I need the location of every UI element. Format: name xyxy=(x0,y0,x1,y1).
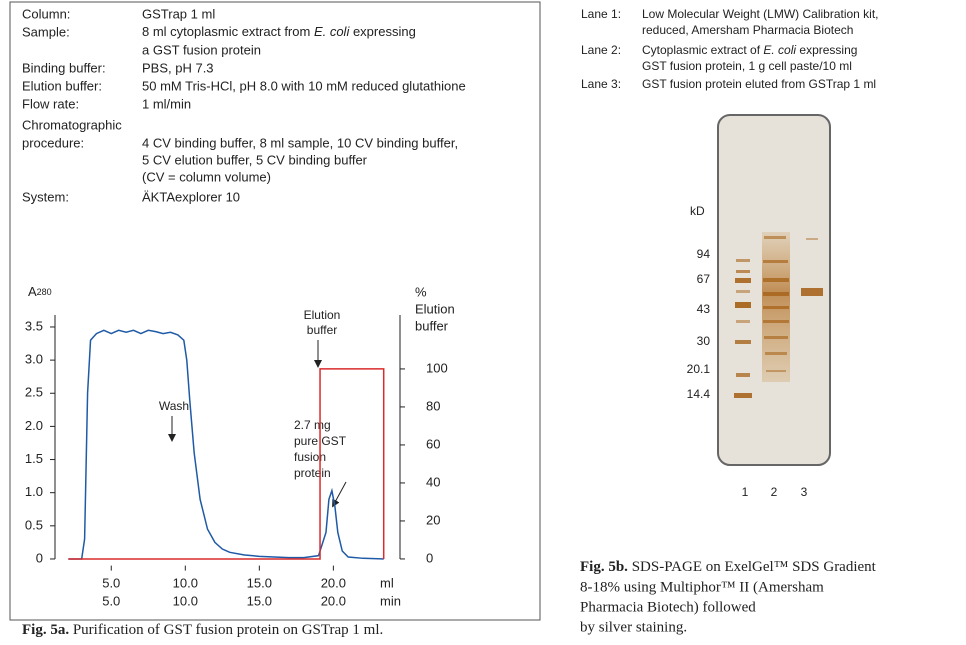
lane-label: Lane 2: xyxy=(581,43,621,57)
annotation: Elution xyxy=(304,308,341,322)
data-line xyxy=(68,369,383,559)
param-label: procedure: xyxy=(22,135,84,150)
y2-axis-label: Elution xyxy=(415,301,455,316)
lane-list: Lane 1: Low Molecular Weight (LMW) Calib… xyxy=(581,7,879,91)
param-value: (CV = column volume) xyxy=(142,169,271,184)
text: E. coli xyxy=(763,43,796,57)
y2-tick-label: 20 xyxy=(426,512,440,527)
param-value: ÄKTAexplorer 10 xyxy=(142,189,240,204)
chromatogram: A280 % Elution buffer ml min Elution buf… xyxy=(25,284,455,608)
marker-label: 67 xyxy=(697,272,711,286)
param-label: System: xyxy=(22,189,69,204)
y-tick-label: 0.5 xyxy=(25,517,43,532)
x-tick-label: 5.0 xyxy=(102,575,120,590)
param-label: Elution buffer: xyxy=(22,78,102,93)
param-value: GSTrap 1 ml xyxy=(142,6,215,21)
param-label: Sample: xyxy=(22,24,70,39)
text: E. coli xyxy=(314,24,351,39)
text: SDS-PAGE on ExelGel™ SDS Gradient xyxy=(628,559,877,575)
page: Column: GSTrap 1 ml Sample: 8 ml cytopla… xyxy=(0,0,966,645)
annotation: fusion xyxy=(294,450,326,464)
arrow xyxy=(334,482,346,504)
x-tick-label: 10.0 xyxy=(173,575,198,590)
lane-text: Low Molecular Weight (LMW) Calibration k… xyxy=(642,7,879,21)
text: expressing xyxy=(796,43,857,57)
param-label: Column: xyxy=(22,6,70,21)
annotation: buffer xyxy=(307,323,337,337)
y2-tick-label: 40 xyxy=(426,474,440,489)
lane-number: 3 xyxy=(801,485,808,499)
y2-tick-label: 60 xyxy=(426,436,440,451)
x2-tick-label: 20.0 xyxy=(321,593,346,608)
x2-tick-label: 5.0 xyxy=(102,593,120,608)
caption: by silver staining. xyxy=(580,619,687,635)
y-tick-label: 2.5 xyxy=(25,385,43,400)
text: Cytoplasmic extract of xyxy=(642,43,763,57)
marker-label: 14.4 xyxy=(687,387,711,401)
param-value: 8 ml cytoplasmic extract from E. coli ex… xyxy=(142,24,416,39)
caption: 8-18% using Multiphor™ II (Amersham xyxy=(580,579,824,595)
y2-axis-label: % xyxy=(415,284,427,299)
caption: Pharmacia Biotech) followed xyxy=(580,599,756,615)
marker-label: 20.1 xyxy=(687,362,711,376)
y2-axis-label: buffer xyxy=(415,318,449,333)
text: expressing xyxy=(349,24,415,39)
caption: Fig. 5b. SDS-PAGE on ExelGel™ SDS Gradie… xyxy=(580,559,877,575)
x2-tick-label: 10.0 xyxy=(173,593,198,608)
y-axis-label: A280 xyxy=(28,284,52,299)
param-value: 5 CV elution buffer, 5 CV binding buffer xyxy=(142,152,368,167)
x-tick-label: 15.0 xyxy=(247,575,272,590)
param-value: 4 CV binding buffer, 8 ml sample, 10 CV … xyxy=(142,135,458,150)
y-tick-label: 0 xyxy=(36,550,43,565)
gel: kD 94 67 43 30 20.1 14.4 1 2 3 xyxy=(687,115,830,499)
text: Fig. 5a. xyxy=(22,622,69,638)
marker-label: 94 xyxy=(697,247,711,261)
lane-label: Lane 1: xyxy=(581,7,621,21)
lane-text: GST fusion protein eluted from GSTrap 1 … xyxy=(642,77,876,91)
lane-number: 1 xyxy=(742,485,749,499)
y-tick-label: 1.0 xyxy=(25,484,43,499)
annotation: Wash xyxy=(159,399,189,413)
lane-text: reduced, Amersham Pharmacia Biotech xyxy=(642,23,853,37)
y-tick-label: 3.5 xyxy=(25,318,43,333)
y2-tick-label: 80 xyxy=(426,398,440,413)
text: Purification of GST fusion protein on GS… xyxy=(69,622,383,638)
param-value: PBS, pH 7.3 xyxy=(142,60,214,75)
x2-tick-label: 15.0 xyxy=(247,593,272,608)
x-axis-label: ml xyxy=(380,575,394,590)
marker-label: 43 xyxy=(697,302,711,316)
y-tick-label: 1.5 xyxy=(25,451,43,466)
lane-label: Lane 3: xyxy=(581,77,621,91)
y2-tick-label: 0 xyxy=(426,550,433,565)
param-label: Binding buffer: xyxy=(22,60,106,75)
annotation: protein xyxy=(294,466,331,480)
param-value: 1 ml/min xyxy=(142,96,191,111)
text: Fig. 5b. xyxy=(580,559,628,575)
text: A xyxy=(28,284,37,299)
y-tick-label: 3.0 xyxy=(25,352,43,367)
text: 8 ml cytoplasmic extract from xyxy=(142,24,314,39)
marker-label: 30 xyxy=(697,334,711,348)
lane-number: 2 xyxy=(771,485,778,499)
lane-text: GST fusion protein, 1 g cell paste/10 ml xyxy=(642,59,852,73)
y-tick-label: 2.0 xyxy=(25,418,43,433)
x-tick-label: 20.0 xyxy=(321,575,346,590)
param-value: a GST fusion protein xyxy=(142,42,261,57)
unit-label: kD xyxy=(690,204,705,218)
param-value: 50 mM Tris-HCl, pH 8.0 with 10 mM reduce… xyxy=(142,78,466,93)
parameters: Column: GSTrap 1 ml Sample: 8 ml cytopla… xyxy=(22,6,466,204)
y2-tick-label: 100 xyxy=(426,360,448,375)
lane-text: Cytoplasmic extract of E. coli expressin… xyxy=(642,43,857,57)
annotation: 2.7 mg xyxy=(294,418,331,432)
x-axis-label: min xyxy=(380,593,401,608)
caption: Fig. 5a. Purification of GST fusion prot… xyxy=(22,622,383,638)
frame xyxy=(10,2,540,620)
param-label: Chromatographic xyxy=(22,117,122,132)
param-label: Flow rate: xyxy=(22,96,79,111)
text: 280 xyxy=(37,287,52,297)
